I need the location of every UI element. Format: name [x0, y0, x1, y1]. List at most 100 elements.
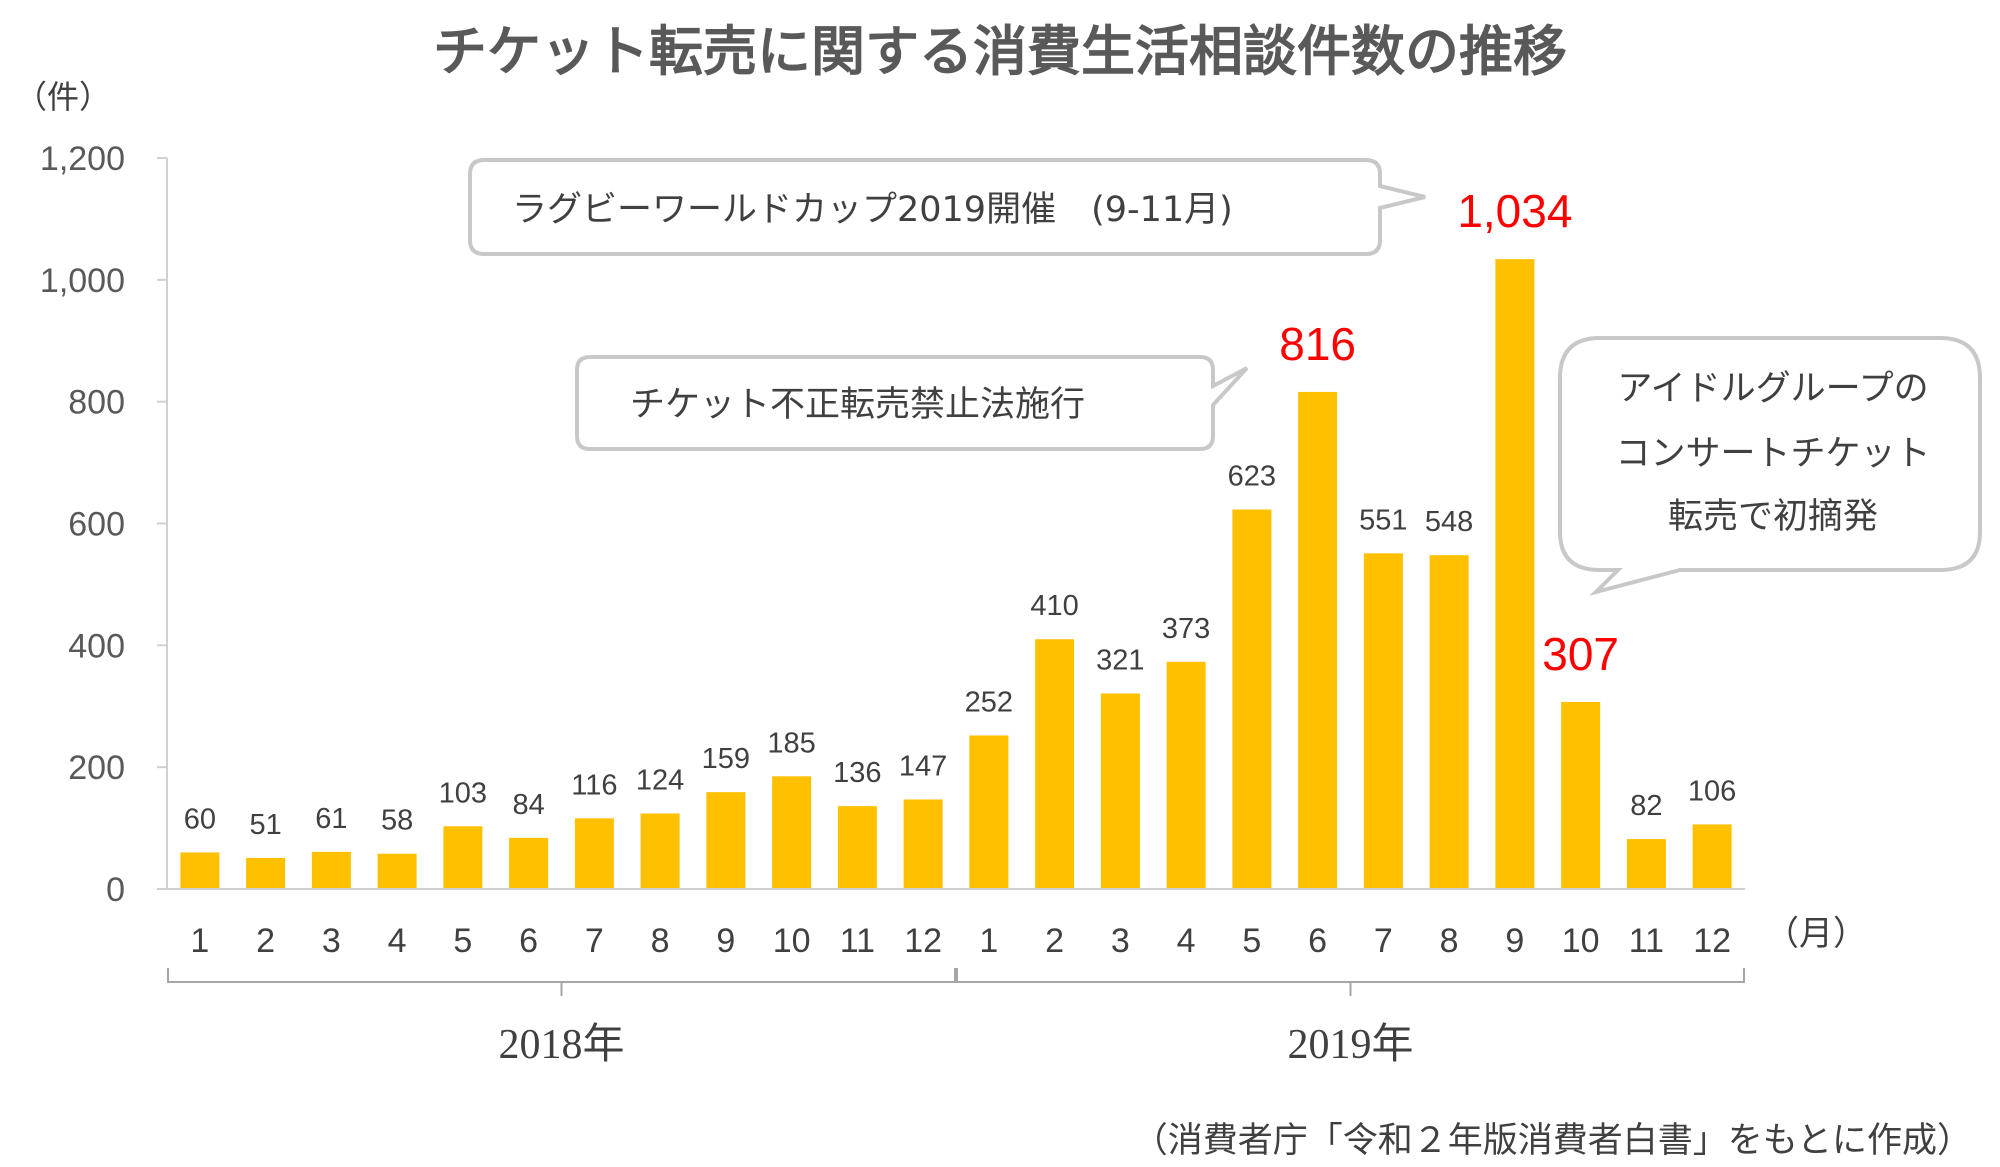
x-tick-label: 1: [979, 922, 998, 960]
x-tick-label: 8: [651, 922, 670, 960]
year-bracket: [956, 968, 1745, 996]
data-label: 410: [1030, 590, 1078, 622]
x-tick-label: 3: [322, 922, 341, 960]
callout-idol: アイドルグループの コンサートチケット 転売で初摘発: [1558, 336, 1982, 596]
data-label: 147: [899, 750, 947, 782]
data-label: 551: [1359, 504, 1407, 536]
data-label-highlight: 307: [1542, 628, 1619, 680]
data-label: 61: [315, 803, 347, 835]
year-groups: 2018年 2019年: [167, 968, 1745, 1068]
data-label: 116: [571, 769, 617, 801]
bar: [443, 826, 483, 889]
callout-idol-line3: 転売で初摘発: [1668, 497, 1878, 537]
bar: [574, 818, 614, 889]
y-tick-label: 800: [68, 384, 125, 422]
callout-rugby: ラグビーワールドカップ2019開催 (9-11月): [468, 158, 1426, 256]
bar: [772, 776, 812, 889]
callout-idol-bubble: [1558, 336, 1982, 596]
callout-idol-line2: コンサートチケット: [1615, 434, 1930, 474]
data-label: 623: [1228, 460, 1276, 492]
x-tick-label: 7: [1374, 922, 1393, 960]
bar: [640, 813, 680, 889]
data-label: 321: [1096, 644, 1144, 676]
data-label: 548: [1425, 506, 1473, 538]
callout-law-bubble: [575, 355, 1249, 451]
data-label: 124: [636, 764, 684, 796]
x-tick-label: 4: [1177, 922, 1196, 960]
x-tick-label: 12: [1693, 922, 1731, 960]
y-tick-label: 0: [106, 871, 125, 909]
bar: [246, 857, 286, 889]
y-tick-label: 600: [68, 506, 125, 544]
bar: [311, 851, 351, 889]
x-tick-label: 6: [519, 922, 538, 960]
data-label-highlight: 1,034: [1457, 185, 1572, 237]
bar: [1100, 693, 1140, 889]
x-tick-label: 10: [773, 922, 811, 960]
x-tick-label: 11: [840, 922, 875, 960]
bar: [509, 837, 549, 889]
x-axis-unit: （月）: [1765, 915, 1867, 953]
data-label: 106: [1688, 775, 1736, 807]
callout-idol-line1: アイドルグループの: [1617, 369, 1928, 409]
bar: [180, 852, 220, 889]
y-tick-label: 1,200: [40, 140, 125, 178]
bar: [1363, 553, 1403, 889]
data-labels: 60 51 61 58 103 84 116 124 159 185 136 147 252 410 321…: [184, 185, 1737, 841]
x-tick-label: 2: [1045, 922, 1064, 960]
year-bracket: [167, 968, 956, 996]
bar: [377, 853, 417, 889]
callout-rugby-text: ラグビーワールドカップ2019開催 (9-11月): [512, 190, 1233, 230]
x-tick-label: 9: [1505, 922, 1524, 960]
y-tick-label: 200: [68, 749, 125, 787]
bar: [1298, 391, 1338, 889]
chart-title: チケット転売に関する消費生活相談件数の推移: [433, 20, 1567, 83]
data-label: 58: [381, 805, 413, 837]
x-tick-label: 9: [716, 922, 735, 960]
x-tick-label: 8: [1440, 922, 1459, 960]
bar: [969, 735, 1009, 889]
x-tick-label: 4: [388, 922, 407, 960]
x-tick-label: 11: [1629, 922, 1664, 960]
x-tick-label: 12: [904, 922, 942, 960]
data-label: 373: [1162, 613, 1210, 645]
data-label: 159: [702, 743, 750, 775]
data-label: 103: [439, 777, 487, 809]
bar: [1692, 824, 1732, 889]
data-label: 82: [1630, 790, 1662, 822]
data-label: 51: [249, 809, 281, 841]
x-tick-label: 5: [1242, 922, 1261, 960]
y-tick-label: 400: [68, 627, 125, 665]
y-tick-label: 1,000: [40, 262, 125, 300]
x-tick-label: 1: [190, 922, 209, 960]
x-tick-label: 10: [1562, 922, 1600, 960]
data-label: 185: [767, 727, 815, 759]
x-tick-label: 6: [1308, 922, 1327, 960]
data-label-highlight: 816: [1279, 318, 1356, 370]
bar: [706, 792, 746, 889]
bar: [1035, 639, 1075, 889]
callout-law-text: チケット不正転売禁止法施行: [630, 385, 1085, 425]
x-axis: 1 2 3 4 5 6 7 8 9 10 11 12 1 2 3 4 5 6 7 8 9 10 11 12: [167, 888, 1745, 960]
data-label: 84: [512, 789, 544, 821]
year-label: 2018年: [498, 1021, 624, 1068]
callout-law: チケット不正転売禁止法施行: [575, 355, 1249, 451]
bars: [180, 259, 1732, 889]
bar: [1232, 509, 1272, 889]
bar: [1495, 259, 1535, 889]
bar: [1626, 839, 1666, 889]
bar: [1166, 661, 1206, 889]
year-label: 2019年: [1287, 1021, 1413, 1068]
bar: [1561, 701, 1601, 889]
x-tick-label: 5: [453, 922, 472, 960]
bar: [1429, 555, 1469, 889]
source-note: （消費者庁「令和２年版消費者白書」をもとに作成）: [1133, 1121, 1972, 1161]
y-axis-unit: （件）: [15, 78, 111, 116]
x-tick-label: 7: [585, 922, 604, 960]
bar: [837, 806, 877, 889]
data-label: 60: [184, 803, 216, 835]
callout-rugby-bubble: [468, 158, 1426, 256]
x-tick-label: 2: [256, 922, 275, 960]
x-tick-label: 3: [1111, 922, 1130, 960]
